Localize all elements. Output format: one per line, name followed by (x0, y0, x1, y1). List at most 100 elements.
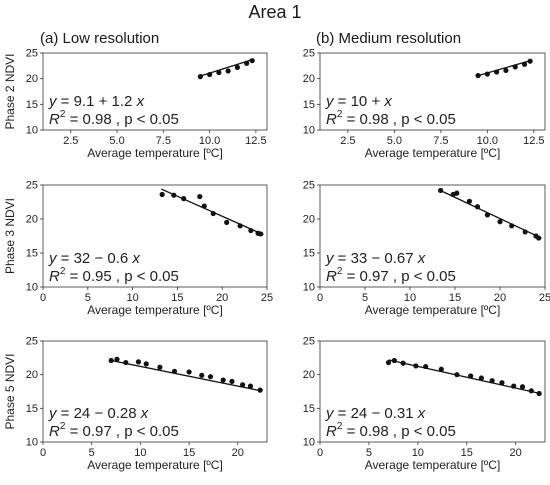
x-tick-label: 12.5 (245, 135, 266, 147)
data-point (512, 64, 518, 70)
regression-line (111, 359, 262, 392)
column-heading-medium-resolution: (b) Medium resolution (316, 30, 462, 47)
data-point (197, 193, 203, 200)
regression-stats: R2 = 0.97 , p < 0.05 (49, 421, 179, 440)
x-axis-title: Average temperature [ºC] (87, 303, 223, 317)
plot-frame (319, 340, 546, 443)
x-axis-title: Average temperature [ºC] (365, 146, 501, 160)
y-tick-label: 20 (26, 214, 38, 226)
x-tick-label: 0 (317, 292, 323, 304)
data-point (216, 69, 222, 76)
column-heading-low-resolution: (a) Low resolution (40, 30, 160, 47)
x-tick-label: 10 (126, 292, 138, 304)
plot-frame (42, 184, 268, 288)
x-tick-label: 20 (232, 447, 244, 459)
y-tick-label: 15 (26, 403, 38, 415)
data-point (201, 203, 207, 209)
x-tick-label: 10 (134, 447, 146, 459)
x-tick-label: 5 (89, 447, 95, 459)
data-point (391, 357, 397, 364)
x-tick-label: 5 (362, 292, 368, 304)
data-point (474, 204, 481, 210)
regression-equation: y = 24 − 0.31 x (325, 405, 426, 422)
plot-frame (319, 52, 546, 131)
y-tick-label: 25 (26, 48, 38, 60)
x-tick-label: 25 (261, 292, 273, 304)
y-tick-label: 20 (26, 369, 38, 381)
x-tick-label: 5 (366, 447, 372, 459)
data-point (207, 374, 214, 380)
data-point (519, 384, 526, 390)
data-point (181, 196, 187, 202)
data-point (207, 71, 213, 78)
data-point (248, 227, 254, 234)
x-tick-label: 20 (216, 292, 228, 304)
data-point (499, 380, 505, 386)
data-point (210, 210, 216, 217)
x-tick-label: 5.0 (387, 135, 402, 147)
y-tick-label: 10 (303, 125, 315, 137)
data-point (438, 187, 444, 194)
y-tick-label: 10 (303, 437, 315, 449)
figure-title: Area 1 (248, 2, 302, 22)
x-tick-label: 15 (449, 292, 461, 304)
regression-equation: y = 24 − 0.28 x (48, 405, 149, 422)
regression-equation: y = 9.1 + 1.2 x (48, 93, 145, 110)
data-point (108, 357, 114, 364)
x-tick-label: 20 (510, 447, 522, 459)
data-point (484, 212, 490, 218)
y-axis-title: Phase 5 NDVI (3, 353, 17, 429)
x-axis-title: Average temperature [ºC] (365, 458, 501, 472)
data-point (247, 383, 254, 389)
y-tick-label: 15 (26, 248, 38, 260)
data-point (536, 235, 542, 241)
data-point (258, 231, 264, 237)
panel-6: 10 15 20 25 0 5 10 15 20 Average temperature [ºC]… (303, 336, 546, 472)
data-point (503, 67, 509, 74)
y-tick-label: 10 (26, 437, 38, 449)
panel-4: 10 15 20 25 0 5 10 15 20 25 Average temperature [º… (303, 180, 550, 318)
x-tick-label: 10.0 (477, 135, 498, 147)
data-point (521, 61, 528, 67)
data-point (224, 219, 230, 225)
data-point (468, 373, 474, 379)
y-tick-label: 10 (303, 282, 315, 294)
data-point (438, 366, 444, 372)
regression-stats: R2 = 0.95 , p < 0.05 (49, 266, 179, 285)
x-tick-label: 0 (40, 447, 46, 459)
data-point (225, 68, 231, 74)
data-point (400, 360, 406, 366)
regression-equation: y = 32 − 0.6 x (48, 250, 140, 267)
data-point (257, 387, 263, 393)
y-tick-label: 20 (26, 73, 38, 85)
data-point (475, 72, 481, 79)
panel-1: 10 15 20 25 2.5 5.0 7.5 10.0 12.5 Average tempera… (3, 48, 268, 160)
x-tick-label: 15 (183, 447, 195, 459)
data-point (229, 378, 235, 384)
data-point (509, 223, 515, 229)
data-point (123, 359, 129, 366)
regression-equation: y = 33 − 0.67 x (325, 250, 426, 267)
regression-stats: R2 = 0.98 , p < 0.05 (49, 109, 179, 128)
y-tick-label: 15 (26, 99, 38, 111)
x-tick-label: 10 (404, 292, 416, 304)
data-point (536, 390, 542, 397)
data-point (478, 375, 485, 381)
regression-line (388, 359, 541, 395)
data-point (423, 363, 429, 370)
y-tick-label: 15 (303, 99, 315, 111)
x-axis-title: Average temperature [ºC] (87, 146, 223, 160)
regression-stats: R2 = 0.98 , p < 0.05 (326, 109, 456, 128)
x-tick-label: 7.5 (156, 135, 171, 147)
y-tick-label: 20 (303, 214, 315, 226)
regression-stats: R2 = 0.97 , p < 0.05 (326, 266, 456, 285)
x-axis-title: Average temperature [ºC] (87, 458, 223, 472)
panel-5: 10 15 20 25 0 5 10 15 20 Average temperature [ºC]… (3, 336, 268, 472)
data-point (199, 372, 205, 378)
data-point (527, 58, 533, 64)
y-tick-label: 25 (303, 48, 315, 60)
y-tick-label: 20 (303, 369, 315, 381)
data-point (244, 60, 250, 66)
x-tick-label: 0 (40, 292, 46, 304)
